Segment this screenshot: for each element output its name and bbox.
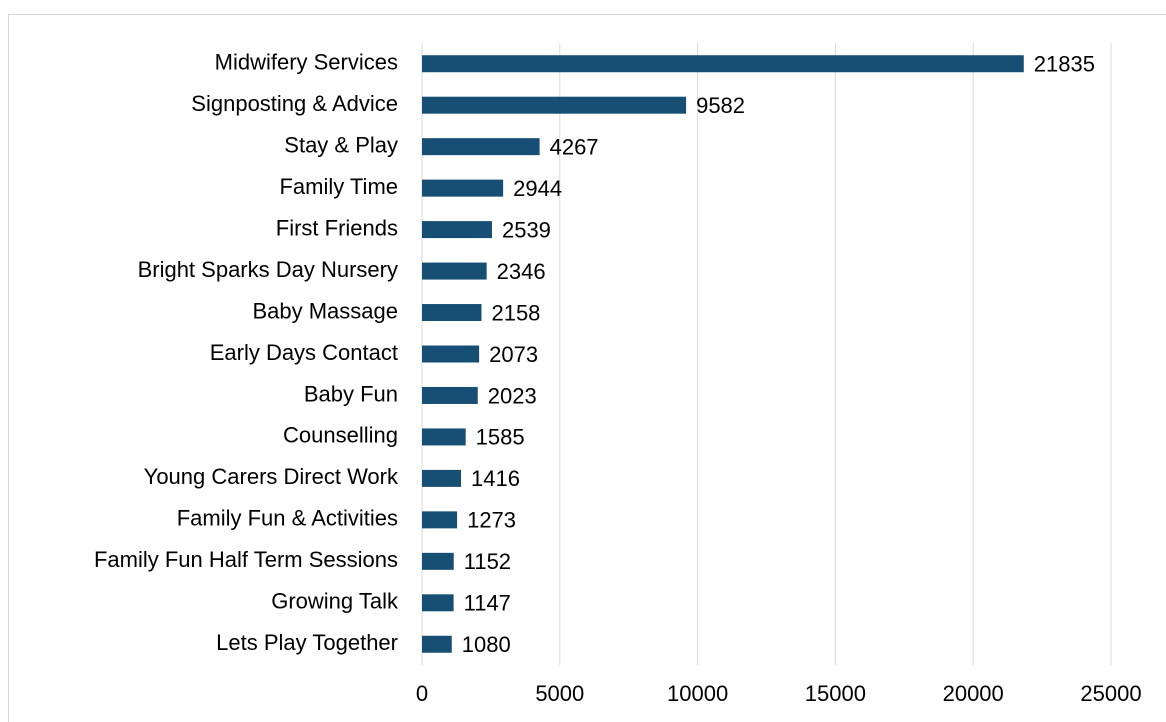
y-tick-label: Signposting & Advice [191,91,398,116]
bar [422,55,1024,73]
bar [422,428,466,446]
value-label: 21835 [1034,52,1095,77]
chart-border [8,14,1166,722]
y-tick-label: Baby Massage [252,298,398,323]
bar [422,511,458,529]
y-tick-label: Midwifery Services [215,50,398,75]
y-tick-label: Lets Play Together [216,630,398,655]
value-label: 2539 [502,217,551,242]
bar [422,304,482,322]
bar [422,138,540,156]
bar [422,96,687,114]
value-label: 2158 [491,300,540,325]
y-tick-label: Baby Fun [304,381,398,406]
y-tick-label: Counselling [283,423,398,448]
y-tick-label: Early Days Contact [210,340,398,365]
bar [422,262,487,280]
y-tick-label: First Friends [276,215,398,240]
bar [422,552,454,570]
y-tick-label: Family Time [279,174,398,199]
y-tick-label: Young Carers Direct Work [144,464,399,489]
value-label: 1080 [462,632,511,657]
value-label: 2073 [489,342,538,367]
x-tick-label: 0 [416,681,428,706]
y-tick-label: Family Fun & Activities [177,506,398,531]
y-tick-label: Bright Sparks Day Nursery [138,257,398,282]
value-label: 9582 [696,93,745,118]
bar [422,594,454,612]
value-label: 2346 [497,259,546,284]
bar [422,221,492,239]
value-label: 1416 [471,466,520,491]
y-tick-label: Stay & Play [284,132,398,157]
value-label: 1147 [464,591,511,616]
bar [422,386,478,404]
value-label: 2944 [513,176,562,201]
bar [422,469,462,487]
value-label: 1273 [467,508,516,533]
bar [422,635,452,653]
x-tick-label: 20000 [943,681,1004,706]
bar [422,179,504,197]
value-label: 2023 [488,383,537,408]
x-tick-label: 5000 [535,681,584,706]
value-label: 1152 [464,549,511,574]
x-tick-label: 25000 [1080,681,1141,706]
value-label: 1585 [476,425,525,450]
bar [422,345,480,363]
value-label: 4267 [550,134,599,159]
x-tick-label: 10000 [667,681,728,706]
y-tick-label: Family Fun Half Term Sessions [94,547,398,572]
x-tick-label: 15000 [805,681,866,706]
y-tick-label: Growing Talk [271,589,399,614]
